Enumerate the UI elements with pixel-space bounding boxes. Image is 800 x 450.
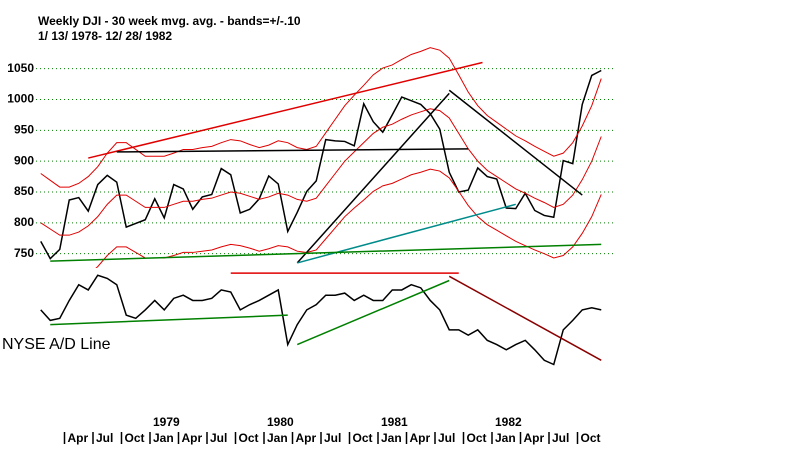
y-tick-label: 750 [14,246,34,260]
x-tick-label: Jan [153,431,174,445]
y-tick-label: 800 [14,215,34,229]
x-tick-label: Jul [438,431,455,445]
x-tick-label: Jan [381,431,402,445]
x-tick-label: Jul [324,431,341,445]
trend-line [50,314,288,326]
trend-line [448,89,583,196]
x-tick-label: Jul [552,431,569,445]
x-tick-label: Apr [524,431,545,445]
panel-label: NYSE A/D Line [2,336,111,353]
x-tick-label: Oct [581,431,601,445]
x-tick-label: Apr [182,431,203,445]
y-tick-label: 850 [14,184,34,198]
trend-line [88,61,483,159]
x-tick-label: Jan [267,431,288,445]
x-tick-label: Jan [495,431,516,445]
trend-line [296,279,450,346]
y-tick-label: 1000 [7,92,34,106]
data-line [40,108,602,236]
y-tick-label: 1050 [7,61,34,75]
data-line [40,69,602,260]
data-line [40,274,602,366]
x-tick-label: Oct [467,431,487,445]
trend-line [296,92,450,264]
x-tick-label: Jul [96,431,113,445]
trend-line [50,243,602,262]
x-tick-label: Oct [353,431,373,445]
data-line [40,47,602,188]
year-label: 1982 [495,415,522,429]
trend-line [448,275,602,361]
y-tick-label: 900 [14,153,34,167]
data-line [95,168,602,268]
x-tick-label: Oct [239,431,259,445]
year-label: 1979 [153,415,180,429]
x-tick-label: Apr [410,431,431,445]
x-tick-label: Apr [296,431,317,445]
chart-subtitle: 1/ 13/ 1978- 12/ 28/ 1982 [38,29,172,43]
x-tick-label: Oct [125,431,145,445]
year-label: 1981 [381,415,408,429]
x-tick-label: Apr [68,431,89,445]
trend-line [116,148,469,153]
chart-title: Weekly DJI - 30 week mvg. avg. - bands=+… [38,14,301,28]
x-tick-label: Jul [210,431,227,445]
year-label: 1980 [267,415,294,429]
y-tick-label: 950 [14,123,34,137]
